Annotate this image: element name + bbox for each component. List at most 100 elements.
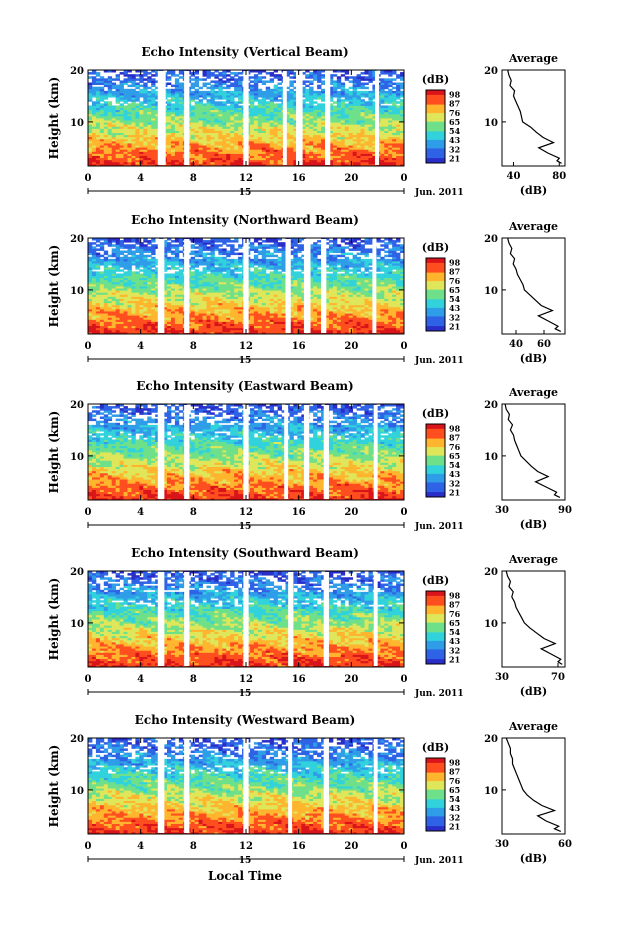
heatmap-cell — [372, 155, 377, 159]
heatmap-cell — [115, 126, 120, 129]
heatmap-cell — [269, 147, 275, 150]
heatmap-cell — [352, 134, 357, 138]
heatmap-cell — [170, 163, 176, 167]
heatmap-cell — [206, 140, 211, 144]
heatmap-cell — [340, 163, 346, 167]
heatmap-cell — [273, 130, 278, 134]
heatmap-cell — [277, 74, 282, 77]
heatmap-cell — [107, 130, 113, 134]
heatmap-cell — [380, 134, 385, 138]
heatmap-cell — [321, 161, 326, 165]
heatmap-cell — [273, 134, 278, 138]
heatmap-cell — [88, 161, 93, 165]
heatmap-cell — [155, 151, 160, 154]
heatmap-cell — [151, 74, 156, 77]
heatmap-cell — [91, 147, 97, 150]
heatmap-cell — [332, 74, 338, 77]
heatmap-cell — [372, 151, 377, 154]
heatmap-cell — [277, 82, 282, 86]
heatmap-cell — [214, 74, 219, 77]
heatmap-cell — [289, 159, 294, 163]
heatmap-cell — [317, 130, 322, 134]
heatmap-cell — [400, 157, 405, 161]
heatmap-cell — [356, 134, 361, 138]
heatmap-cell — [103, 155, 109, 159]
heatmap-cell — [139, 161, 144, 165]
heatmap-cell — [131, 153, 136, 156]
heatmap-cell — [360, 145, 365, 148]
heatmap-cell — [293, 161, 298, 165]
heatmap-cell — [396, 130, 401, 134]
heatmap-cell — [143, 153, 148, 156]
heatmap-cell — [151, 149, 156, 152]
heatmap-cell — [340, 153, 346, 156]
heatmap-cell — [143, 128, 148, 131]
colorbar-unit: (dB) — [422, 73, 449, 86]
heatmap-cell — [214, 136, 219, 140]
heatmap-cell — [170, 136, 176, 140]
heatmap-cell — [135, 74, 140, 77]
heatmap-cell — [392, 82, 397, 86]
heatmap-cell — [269, 145, 275, 148]
heatmap-cell — [372, 159, 377, 163]
heatmap-cell — [321, 80, 326, 83]
heatmap-cell — [151, 136, 156, 140]
heatmap-cell — [167, 88, 172, 92]
heatmap-cell — [151, 145, 156, 148]
heatmap-cell — [206, 126, 211, 129]
heatmap-cell — [234, 101, 239, 104]
heatmap-cell — [103, 145, 109, 148]
heatmap-cell — [115, 145, 120, 148]
heatmap-cell — [238, 140, 243, 144]
heatmap-cell — [301, 126, 306, 129]
heatmap-cell — [206, 86, 211, 90]
heatmap-cell — [273, 151, 278, 154]
heatmap-cell — [95, 147, 101, 150]
heatmap-cell — [123, 161, 128, 165]
heatmap-cell — [293, 128, 298, 131]
heatmap-cell — [253, 159, 259, 163]
heatmap-cell — [313, 140, 318, 144]
heatmap-cell — [190, 140, 196, 144]
heatmap-cell — [273, 147, 278, 150]
heatmap-cell — [392, 143, 397, 146]
heatmap-cell — [257, 130, 263, 134]
heatmap-cell — [257, 157, 263, 161]
heatmap-cell — [115, 84, 120, 88]
heatmap-cell — [344, 163, 350, 167]
heatmap-cell — [91, 157, 97, 161]
heatmap-cell — [309, 143, 314, 146]
heatmap-cell — [135, 145, 140, 148]
heatmap-cell — [309, 147, 314, 150]
heatmap-cell — [88, 149, 93, 152]
heatmap-cell — [226, 105, 231, 108]
heatmap-cell — [261, 130, 267, 134]
heatmap-cell — [123, 128, 128, 131]
heatmap-cell — [293, 155, 298, 159]
heatmap-cell — [226, 147, 231, 150]
heatmap-cell — [202, 149, 207, 152]
heatmap-cell — [364, 82, 369, 86]
heatmap-cell — [261, 132, 267, 136]
heatmap-cell — [111, 132, 117, 136]
heatmap-cell — [277, 86, 282, 90]
heatmap-cell — [210, 134, 215, 138]
heatmap-cell — [127, 149, 132, 152]
heatmap-cell — [364, 140, 369, 144]
heatmap-cell — [147, 128, 152, 131]
heatmap-cell — [392, 151, 397, 154]
heatmap-cell — [198, 151, 203, 154]
heatmap-cell — [99, 86, 105, 90]
heatmap-cell — [170, 157, 176, 161]
heatmap-cell — [253, 145, 259, 148]
heatmap-cell — [190, 147, 196, 150]
heatmap-cell — [88, 82, 93, 86]
heatmap-cell — [277, 145, 282, 148]
heatmap-cell — [88, 132, 93, 136]
heatmap-cell — [198, 130, 203, 134]
heatmap-cell — [352, 128, 357, 131]
heatmap-cell — [384, 105, 389, 108]
heatmap-cell — [396, 138, 401, 142]
heatmap-cell — [222, 132, 227, 136]
heatmap-cell — [214, 145, 219, 148]
